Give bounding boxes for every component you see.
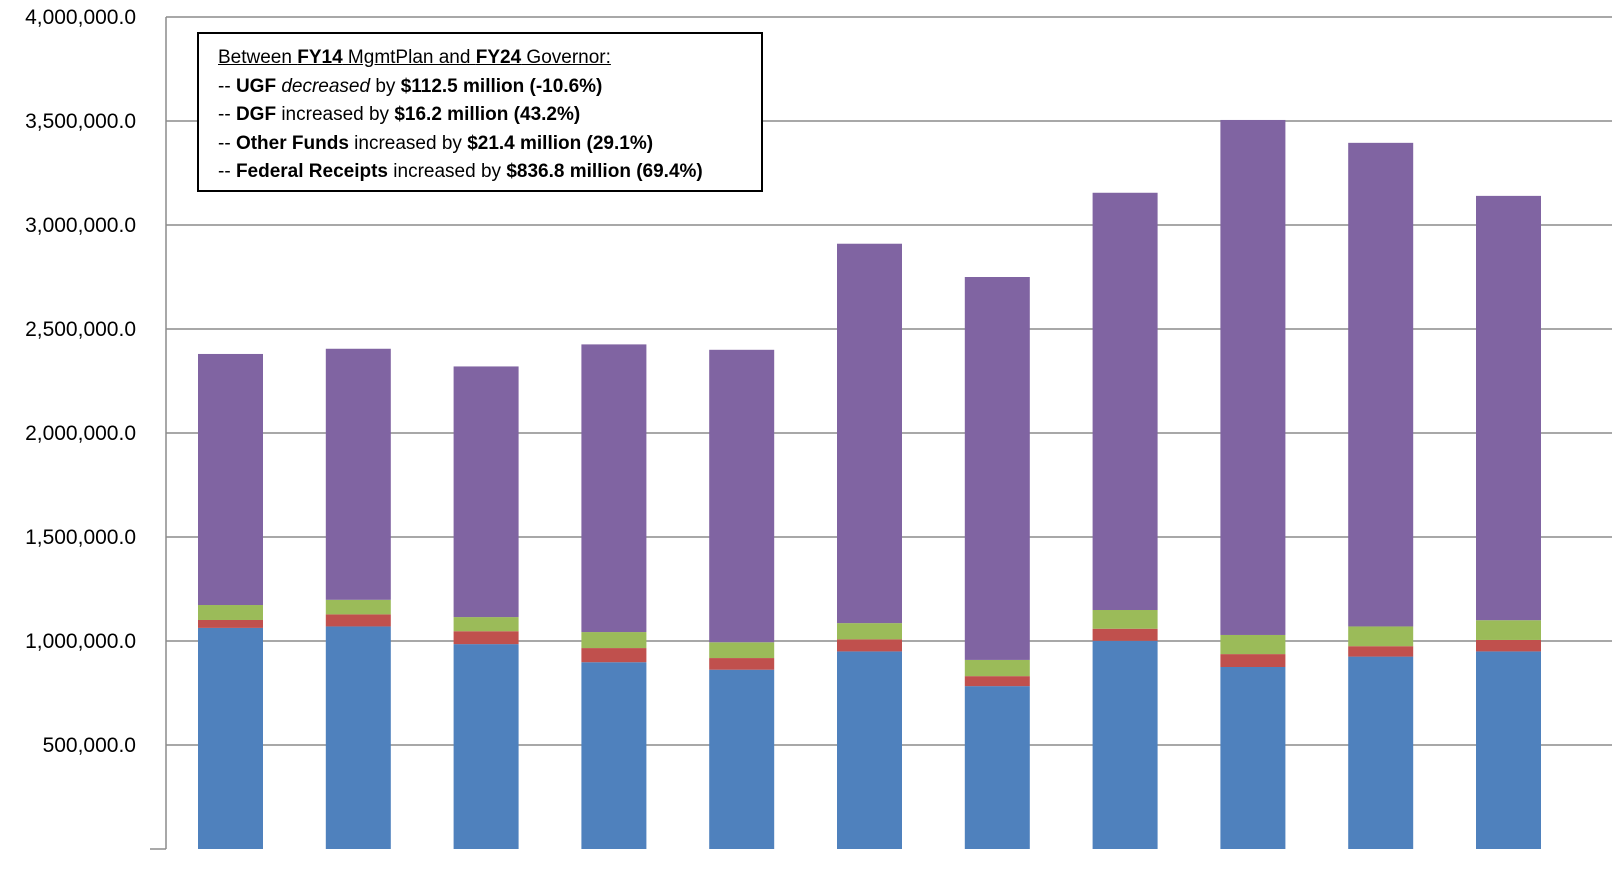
bar-segment: [198, 619, 263, 628]
bar-segment: [837, 623, 902, 640]
annotation-row-other-funds: -- Other Funds increased by $21.4 millio…: [218, 132, 654, 154]
bar-segment: [198, 605, 263, 620]
bar-segment: [709, 669, 775, 849]
bar-segment: [709, 349, 775, 643]
bar-segment: [198, 627, 263, 849]
bar-segment: [709, 642, 775, 659]
y-tick-label: 3,500,000.0: [25, 110, 136, 133]
bar-segment: [1476, 195, 1541, 621]
bar-segment: [964, 686, 1030, 849]
bar-segment: [1220, 654, 1286, 667]
bar-segment: [325, 614, 391, 627]
bar-segment: [1092, 610, 1158, 629]
y-tick-label: 1,500,000.0: [25, 526, 136, 549]
bar-segment: [1348, 646, 1414, 657]
bar-segment: [709, 658, 775, 670]
y-tick-label: 1,000,000.0: [25, 630, 136, 653]
bar-segment: [453, 366, 519, 618]
bar-segment: [453, 644, 519, 849]
bar-segment: [964, 277, 1030, 660]
bar-segment: [581, 662, 647, 849]
bar-segment: [1092, 192, 1158, 611]
annotation-row-federal-receipts: -- Federal Receipts increased by $836.8 …: [218, 161, 703, 182]
bar-segment: [198, 353, 263, 606]
bar-segment: [325, 599, 391, 615]
bar-segment: [581, 648, 647, 663]
bar-segment: [964, 676, 1030, 687]
bar-segment: [837, 639, 902, 652]
y-tick-label: 2,500,000.0: [25, 318, 136, 341]
bar-segment: [1348, 142, 1414, 627]
bar-stacks: [198, 119, 1541, 849]
bar-segment: [837, 651, 902, 849]
bar-segment: [1348, 656, 1414, 849]
bar-segment: [1476, 639, 1541, 652]
annotation-row-ugf: -- UGF decreased by $112.5 million (-10.…: [218, 75, 603, 97]
bar-segment: [1476, 620, 1541, 640]
bar-segment: [581, 344, 647, 633]
bar-segment: [1220, 119, 1286, 635]
y-tick-label: 2,000,000.0: [25, 422, 136, 445]
bar-segment: [1220, 634, 1286, 655]
bar-segment: [1476, 651, 1541, 849]
bar-segment: [1092, 640, 1158, 849]
y-tick-label: 4,000,000.0: [25, 6, 136, 29]
y-axis: 500,000.0 1,000,000.0 1,500,000.0 2,000,000…: [25, 6, 167, 850]
bar-segment: [325, 348, 391, 600]
annotation-box: Between FY14 MgmtPlan and FY24 Governor:…: [197, 32, 763, 192]
bar-segment: [837, 243, 902, 624]
annotation-header: Between FY14 MgmtPlan and FY24 Governor:: [218, 47, 611, 68]
bar-segment: [581, 632, 647, 649]
bar-segment: [1220, 667, 1286, 849]
y-tick-label: 500,000.0: [43, 734, 136, 757]
annotation-row-dgf: -- DGF increased by $16.2 million (43.2%…: [218, 104, 581, 125]
bar-segment: [453, 617, 519, 632]
y-tick-label: 3,000,000.0: [25, 214, 136, 237]
bar-segment: [1348, 626, 1414, 647]
bar-segment: [325, 626, 391, 849]
bar-segment: [964, 659, 1030, 677]
bar-segment: [453, 631, 519, 645]
bar-segment: [1092, 628, 1158, 641]
